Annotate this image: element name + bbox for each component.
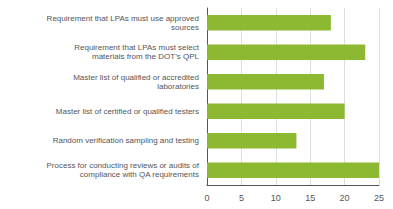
svg-text:laboratories: laboratories <box>157 82 199 91</box>
svg-text:materials from the DOT’s QPL: materials from the DOT’s QPL <box>92 52 200 61</box>
svg-text:20: 20 <box>340 193 350 203</box>
svg-text:compliance with QA requirement: compliance with QA requirements <box>80 170 199 179</box>
svg-text:Requirement that LPAs must use: Requirement that LPAs must use approved <box>47 14 199 23</box>
svg-text:Requirement that LPAs must sel: Requirement that LPAs must select <box>74 43 200 52</box>
svg-text:0: 0 <box>204 193 209 203</box>
svg-text:Master list of qualified or ac: Master list of qualified or accredited <box>73 73 199 82</box>
svg-text:15: 15 <box>305 193 315 203</box>
svg-text:25: 25 <box>374 193 384 203</box>
svg-text:10: 10 <box>271 193 281 203</box>
svg-text:Process for conducting reviews: Process for conducting reviews or audits… <box>46 161 199 170</box>
svg-text:sources: sources <box>171 23 199 32</box>
svg-text:Master list of certified or qu: Master list of certified or qualified te… <box>56 107 199 116</box>
svg-text:Random verification sampling a: Random verification sampling and testing <box>53 136 199 145</box>
svg-text:5: 5 <box>239 193 244 203</box>
